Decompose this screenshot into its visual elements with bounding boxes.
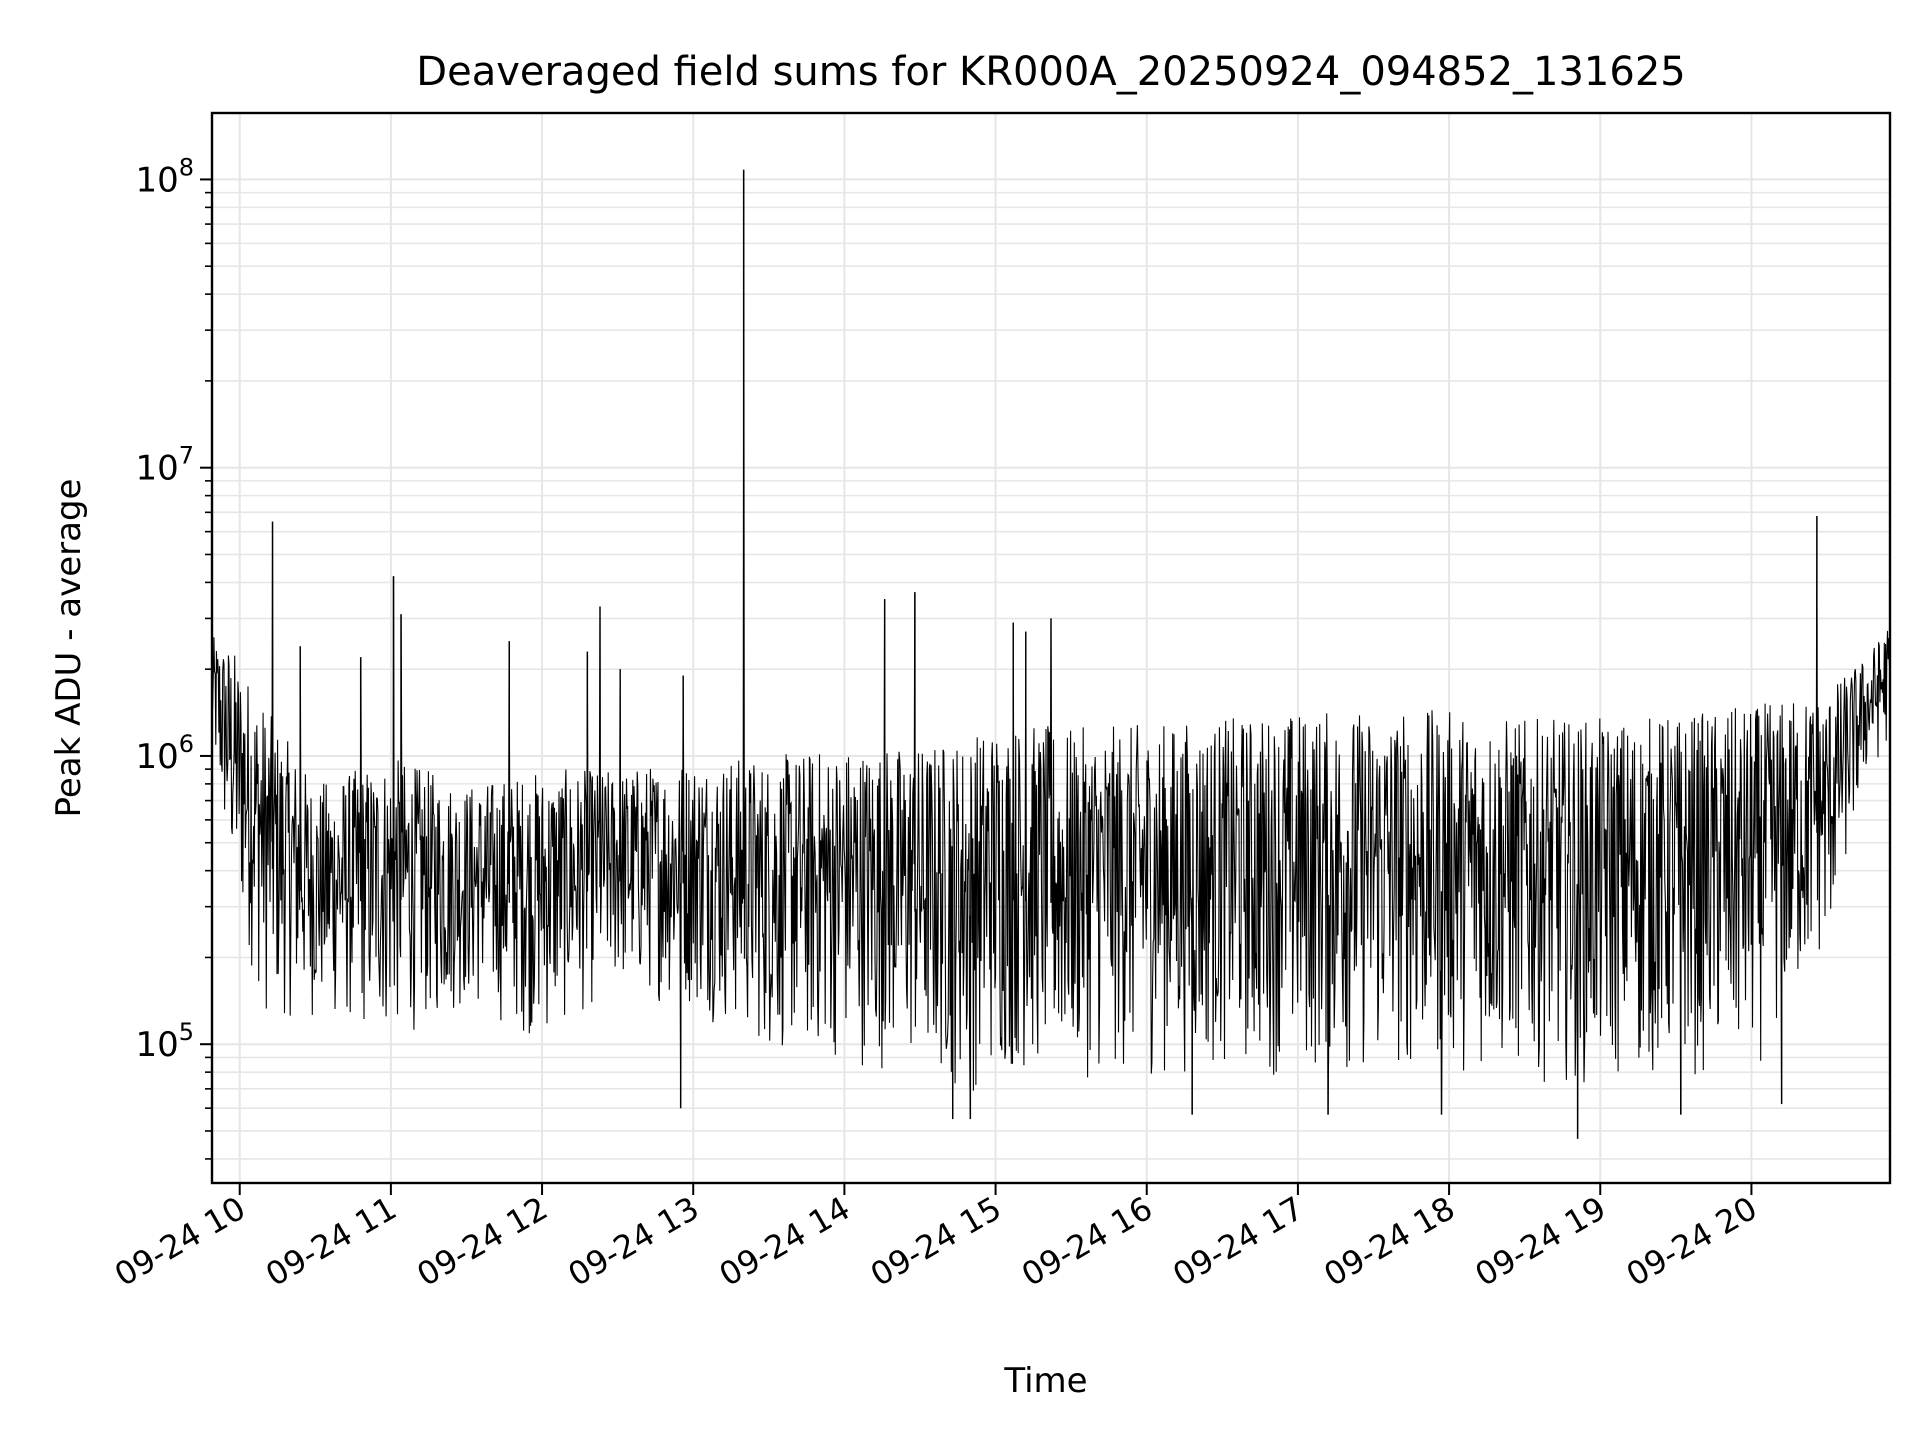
series-path (211, 169, 1891, 1139)
y-tick-label: 108 (135, 153, 194, 200)
y-axis-label: Peak ADU - average (49, 479, 89, 818)
chart-title: Deaveraged field sums for KR000A_2025092… (416, 49, 1685, 95)
y-tick-label: 106 (135, 730, 194, 777)
series-line (211, 169, 1891, 1139)
y-tick-label: 107 (135, 442, 194, 489)
y-tick-label: 105 (135, 1018, 194, 1065)
y-axis: 105 106 107 108 (135, 153, 212, 1160)
plot-frame (210, 111, 1892, 1185)
x-axis-label: Time (1003, 1361, 1087, 1401)
